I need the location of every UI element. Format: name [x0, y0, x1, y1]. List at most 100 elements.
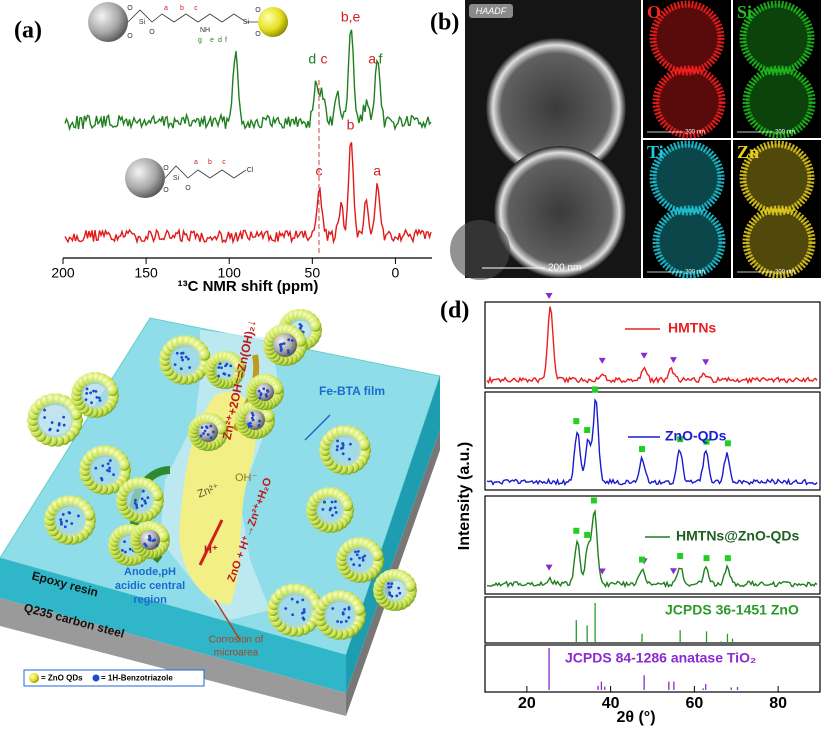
- bta: [59, 518, 63, 522]
- bta: [328, 508, 332, 512]
- bta: [284, 607, 288, 610]
- bta: [70, 522, 74, 525]
- x-tick-label: 60: [685, 695, 703, 712]
- x-axis-title: ¹³C NMR shift (ppm): [178, 278, 319, 295]
- bta: [264, 393, 268, 397]
- legend-text: HMTNs@ZnO-QDs: [676, 528, 800, 544]
- molecule-label: a: [164, 5, 168, 12]
- badge: [469, 4, 513, 18]
- bta: [68, 511, 72, 515]
- zno-marker: [584, 427, 591, 434]
- molecule-label: O: [127, 5, 133, 12]
- x-axis-title: 2θ (°): [616, 709, 655, 726]
- scale-text: 200 nm: [548, 263, 581, 274]
- peak-label: d: [308, 51, 316, 67]
- anatase-marker: [640, 352, 648, 359]
- bta: [398, 591, 402, 595]
- bta: [144, 501, 147, 505]
- bta: [355, 553, 359, 557]
- bta: [354, 550, 357, 554]
- bta: [94, 466, 98, 470]
- x-tick-label: 50: [305, 265, 321, 281]
- bta: [140, 504, 144, 507]
- spectrum: [64, 29, 432, 132]
- element-shell: [652, 65, 726, 139]
- bta: [347, 606, 351, 609]
- qd-clusters: [27, 308, 417, 640]
- molecule-label: O: [185, 185, 191, 192]
- mtn: [324, 599, 356, 631]
- peak-label: a: [368, 51, 376, 67]
- bta: [222, 372, 226, 376]
- x-tick-label: 200: [51, 265, 75, 281]
- qd: [294, 334, 307, 347]
- zno-marker: [573, 527, 580, 534]
- zno-marker: [639, 446, 646, 453]
- bta: [249, 421, 252, 425]
- legend-text: = ZnO QDs: [41, 674, 83, 683]
- panel-label: (a): [14, 18, 42, 44]
- bta: [259, 393, 263, 397]
- coating-side: [346, 376, 440, 693]
- bta: [224, 364, 227, 368]
- bta: [348, 457, 351, 461]
- plot-frame: [484, 301, 821, 389]
- anatase-marker: [669, 357, 677, 364]
- bta: [175, 351, 179, 355]
- zno-dot: [258, 7, 288, 37]
- bta: [257, 424, 261, 427]
- corrosion-label: microarea: [214, 648, 259, 659]
- bta: [85, 387, 89, 391]
- bta: [356, 549, 360, 553]
- pointer: [304, 414, 331, 441]
- qd: [106, 384, 119, 397]
- bta: [330, 500, 334, 504]
- molecule-label: NH: [200, 27, 210, 34]
- x-tick-label: 0: [392, 265, 400, 281]
- qd: [157, 530, 170, 543]
- scale-text: 200 nm: [685, 130, 705, 136]
- zno-marker: [724, 440, 731, 447]
- panel-label: (d): [440, 298, 469, 324]
- anode-label: Anode,pH: [124, 566, 176, 578]
- bta: [108, 466, 112, 470]
- bta: [146, 496, 150, 500]
- bta: [323, 500, 326, 504]
- mtn: [346, 546, 374, 574]
- mtn: [273, 333, 297, 357]
- bta: [299, 326, 302, 330]
- qd: [341, 499, 354, 512]
- bta: [387, 585, 391, 589]
- bta: [286, 349, 290, 353]
- bta: [287, 351, 290, 355]
- bta: [217, 374, 221, 378]
- mtn: [383, 578, 407, 602]
- bta: [135, 506, 139, 509]
- bta: [229, 364, 233, 368]
- bta: [341, 446, 345, 450]
- panel-c: Zn²⁺+2OH⁻=Zn(OH)₂↓ Fe-BTA film Zn²⁺ OH⁻ …: [0, 308, 441, 716]
- silica-sphere: [125, 158, 165, 198]
- hollow-sphere: [486, 38, 626, 178]
- legend-text: ZnO-QDs: [665, 428, 727, 444]
- bta: [336, 620, 340, 623]
- bta: [341, 452, 345, 456]
- x-tick-label: 20: [518, 695, 536, 712]
- bta: [220, 366, 223, 370]
- pointer: [214, 599, 241, 641]
- peak-label: b,e: [341, 9, 361, 25]
- bta: [279, 349, 283, 352]
- bta: [280, 342, 284, 346]
- bta: [106, 462, 110, 466]
- bta: [390, 594, 394, 598]
- molecule-label: O: [163, 165, 169, 172]
- qd: [232, 360, 245, 373]
- zno-marker: [677, 553, 684, 559]
- bta: [258, 396, 262, 400]
- anatase-marker: [669, 568, 677, 575]
- bta: [334, 511, 338, 514]
- qd: [198, 348, 211, 361]
- mtn: [329, 434, 361, 466]
- bta: [60, 520, 63, 524]
- ion-label: H⁺: [204, 544, 218, 556]
